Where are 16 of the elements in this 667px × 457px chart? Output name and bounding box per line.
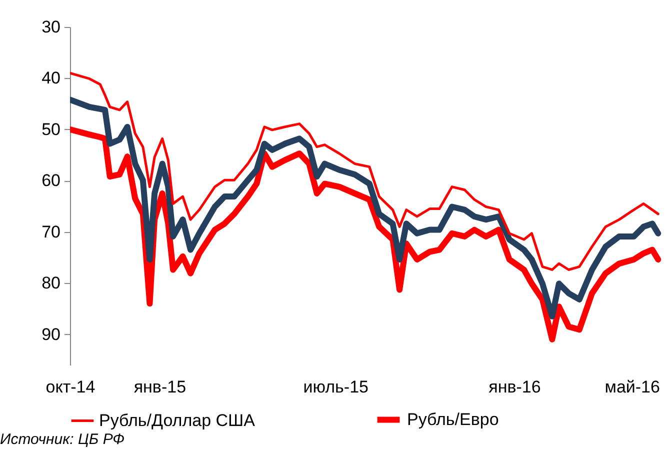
x-tick-label: май-16	[604, 378, 660, 396]
y-tick-label: 40	[42, 68, 60, 88]
x-tick-label: окт-14	[46, 378, 96, 396]
x-tick-label: июль-15	[303, 378, 368, 396]
y-tick-label: 30	[42, 18, 60, 36]
y-tick-label: 90	[42, 324, 60, 344]
x-tick-label: янв-16	[488, 378, 541, 396]
x-tick-label: янв-15	[134, 378, 186, 396]
y-tick-label: 80	[42, 274, 60, 293]
y-tick-label: 50	[42, 120, 60, 139]
text: Источник: ЦБ РФ	[0, 431, 125, 448]
y-tick-label: 70	[42, 222, 60, 242]
y-tick-label: 60	[42, 171, 60, 190]
line-series	[70, 72, 660, 271]
legend-label: Рубль/Евро	[407, 410, 499, 429]
legend-label: Рубль/Доллар США	[99, 410, 256, 430]
